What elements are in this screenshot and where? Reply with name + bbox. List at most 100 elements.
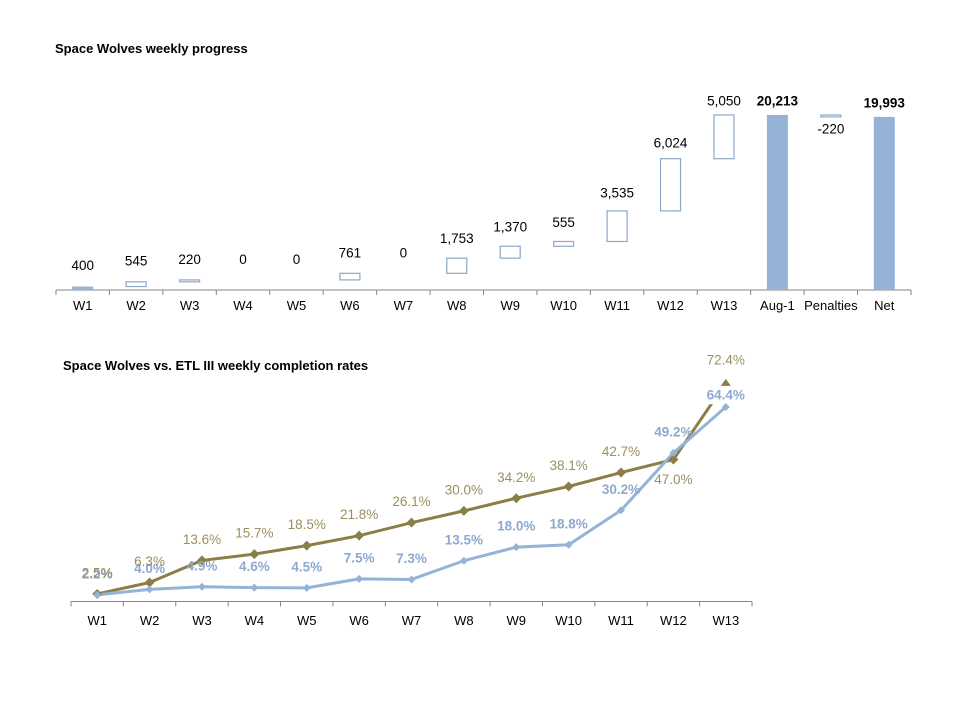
bar-value-label: 19,993 — [864, 95, 906, 110]
series-1-data-label: 2.5% — [82, 566, 113, 581]
bar-category-label: W1 — [73, 298, 93, 313]
series-marker — [669, 448, 678, 457]
series-marker — [302, 583, 311, 592]
series-marker — [668, 454, 679, 465]
series-marker — [617, 506, 626, 515]
series-1-data-label: 42.7% — [602, 444, 640, 459]
series-1-data-label: 38.1% — [550, 458, 588, 473]
bar-category-label: W8 — [447, 298, 467, 313]
series-0-data-label: 18.0% — [497, 519, 535, 534]
series-1-data-label: 15.7% — [235, 526, 273, 541]
series-0-data-label: 13.5% — [445, 532, 483, 547]
bar-value-label: 400 — [71, 258, 94, 273]
waterfall-delta-bar — [178, 279, 201, 283]
bar-category-label: W12 — [657, 298, 684, 313]
series-marker — [197, 582, 206, 591]
waterfall-delta-bar — [499, 245, 521, 259]
bar-value-label: 3,535 — [600, 186, 634, 201]
series-marker — [458, 505, 469, 516]
bar-category-label: W7 — [394, 298, 414, 313]
series-marker — [407, 575, 416, 584]
series-marker — [512, 543, 521, 552]
series-0-data-label: 2.2% — [82, 566, 113, 581]
series-marker — [355, 574, 364, 583]
bar-category-label: W13 — [711, 298, 738, 313]
line-category-label: W1 — [87, 613, 107, 628]
line-category-label: W5 — [297, 613, 317, 628]
waterfall-delta-bar — [659, 158, 682, 212]
series-marker — [196, 555, 207, 566]
bar-category-label: W6 — [340, 298, 360, 313]
bar-category-label: W5 — [287, 298, 307, 313]
waterfall-total-bar — [873, 116, 895, 291]
series-marker — [249, 549, 260, 560]
bar-chart-title: Space Wolves weekly progress — [55, 41, 248, 56]
bar-category-label: Aug-1 — [760, 298, 795, 313]
series-marker — [406, 517, 417, 528]
series-1-data-label: 21.8% — [340, 507, 378, 522]
bar-category-label: W4 — [233, 298, 253, 313]
waterfall-delta-bar — [125, 281, 147, 288]
line-category-label: W12 — [660, 613, 687, 628]
series-marker — [721, 403, 730, 412]
series-marker — [354, 530, 365, 541]
line-category-label: W2 — [140, 613, 160, 628]
series-marker — [301, 540, 312, 551]
bar-category-label: Net — [874, 298, 895, 313]
line-category-label: W10 — [555, 613, 582, 628]
series-1-data-label: 13.6% — [183, 532, 221, 547]
bar-value-label: 1,753 — [440, 231, 474, 246]
bar-value-label: 545 — [125, 254, 148, 269]
completion-rates-line-chart: Space Wolves vs. ETL III weekly completi… — [63, 352, 753, 628]
waterfall-delta-bar — [713, 114, 735, 160]
series-0-data-label: 7.3% — [396, 551, 427, 566]
bar-value-label: 220 — [178, 252, 201, 267]
series-marker — [93, 590, 102, 599]
bar-category-label: W11 — [604, 298, 630, 313]
series-marker — [145, 585, 154, 594]
series-1-data-label: 30.0% — [445, 482, 483, 497]
series-marker — [250, 583, 259, 592]
series-0-data-label: 4.6% — [239, 559, 270, 574]
bar-category-label: W2 — [126, 298, 146, 313]
bar-category-label: Penalties — [804, 298, 858, 313]
series-0-data-label: 30.2% — [602, 482, 640, 497]
series-marker — [564, 540, 573, 549]
bar-value-label: 1,370 — [493, 220, 527, 235]
series-1-data-label: 18.5% — [288, 517, 326, 532]
bar-value-label: 0 — [400, 246, 408, 261]
series-1-data-label: 34.2% — [497, 470, 535, 485]
series-marker — [616, 467, 627, 478]
bar-value-label: 6,024 — [654, 136, 688, 151]
bar-value-label: 0 — [239, 252, 247, 267]
waterfall-delta-bar — [339, 272, 361, 281]
line-category-label: W6 — [349, 613, 369, 628]
series-0-data-label: 4.0% — [134, 561, 165, 576]
series-marker — [563, 481, 574, 492]
series-1-data-label: 72.4% — [707, 352, 745, 367]
line-category-label: W7 — [402, 613, 422, 628]
waterfall-delta-bar — [606, 210, 628, 243]
series-1-data-label: 6.3% — [134, 554, 165, 569]
line-category-label: W11 — [608, 613, 634, 628]
bar-category-label: W10 — [550, 298, 577, 313]
series-marker — [459, 556, 468, 565]
line-chart-title: Space Wolves vs. ETL III weekly completi… — [63, 358, 368, 373]
bar-value-label: 0 — [293, 252, 301, 267]
series-0-data-label: 7.5% — [344, 550, 375, 565]
series-1-data-label: 26.1% — [392, 494, 430, 509]
line-category-label: W3 — [192, 613, 212, 628]
series-0-data-label: 18.8% — [550, 516, 588, 531]
waterfall-total-bar — [766, 114, 788, 291]
series-0-data-label: 4.9% — [187, 558, 218, 573]
bar-value-label: 5,050 — [707, 94, 741, 109]
waterfall-start-bar — [72, 286, 94, 290]
series-1-data-label: 47.0% — [654, 472, 692, 487]
waterfall-delta-bar — [820, 114, 842, 118]
series-0-data-label: 49.2% — [654, 424, 692, 439]
series-marker — [144, 577, 155, 588]
bar-value-label: 20,213 — [757, 94, 799, 109]
bar-value-label: 555 — [552, 215, 575, 230]
bar-category-label: W9 — [500, 298, 520, 313]
line-category-label: W4 — [245, 613, 265, 628]
